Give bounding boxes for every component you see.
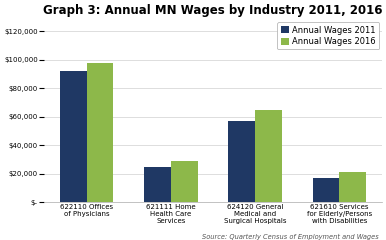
Bar (171, 161, 198, 203)
Bar (86, 63, 113, 203)
Bar (59, 71, 86, 203)
Bar (255, 110, 282, 203)
Bar (340, 173, 366, 203)
Title: Graph 3: Annual MN Wages by Industry 2011, 2016: Graph 3: Annual MN Wages by Industry 201… (43, 4, 383, 17)
Legend: Annual Wages 2011, Annual Wages 2016: Annual Wages 2011, Annual Wages 2016 (278, 22, 379, 49)
Text: Source: Quarterly Census of Employment and Wages: Source: Quarterly Census of Employment a… (201, 234, 378, 240)
Bar (313, 178, 340, 203)
Bar (228, 121, 255, 203)
Bar (144, 167, 171, 203)
